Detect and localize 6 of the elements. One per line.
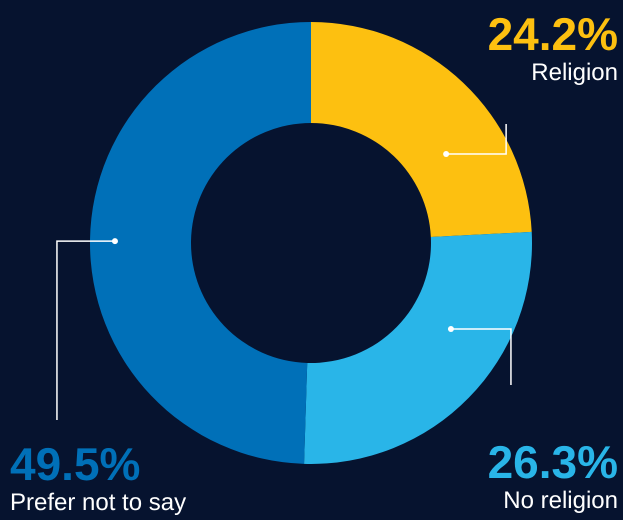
data-label: 26.3% (488, 436, 618, 488)
slice-label: No religion (503, 487, 618, 514)
slice-label: Religion (531, 59, 618, 86)
data-label: 24.2% (488, 8, 618, 60)
slice-label: Prefer not to say (10, 489, 186, 516)
data-label: 49.5% (10, 438, 140, 490)
